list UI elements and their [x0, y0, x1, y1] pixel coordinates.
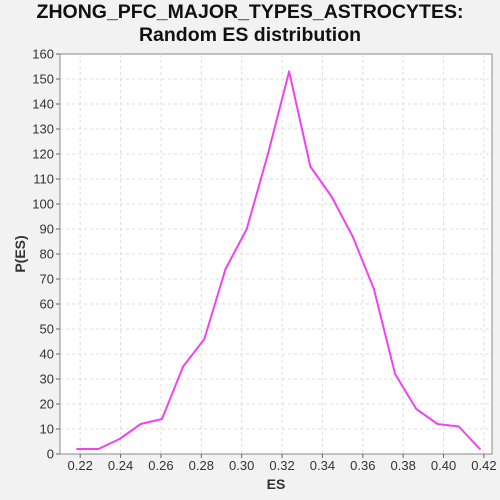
y-tick-label: 130 — [32, 122, 54, 137]
data-point — [139, 423, 142, 425]
data-point — [372, 288, 375, 290]
y-tick-label: 40 — [40, 347, 54, 362]
data-point — [76, 448, 79, 450]
x-axis-label: ES — [267, 476, 286, 492]
data-point — [182, 365, 185, 368]
data-point — [224, 268, 227, 270]
data-point — [266, 153, 269, 155]
y-tick-label: 0 — [47, 447, 54, 462]
x-tick-label: 0.24 — [108, 458, 133, 473]
grid-lines — [60, 54, 492, 454]
y-tick-label: 140 — [32, 97, 54, 112]
x-tick-label: 0.40 — [431, 458, 456, 473]
y-tick-label: 150 — [32, 72, 54, 87]
y-tick-label: 30 — [40, 372, 54, 387]
x-tick-label: 0.32 — [269, 458, 294, 473]
x-tick-label: 0.36 — [350, 458, 375, 473]
y-tick-label: 80 — [40, 247, 54, 262]
x-tick-label: 0.42 — [471, 458, 496, 473]
x-tick-label: 0.34 — [310, 458, 335, 473]
data-point — [160, 418, 163, 420]
x-tick-label: 0.38 — [391, 458, 416, 473]
chart-title-line-1: ZHONG_PFC_MAJOR_TYPES_ASTROCYTES: — [36, 1, 464, 23]
data-point — [97, 448, 100, 450]
y-tick-label: 100 — [32, 197, 54, 212]
chart-title-line-2: Random ES distribution — [138, 24, 362, 46]
x-tick-label: 0.28 — [189, 458, 214, 473]
x-tick-label: 0.22 — [68, 458, 93, 473]
data-point — [309, 165, 312, 168]
x-tick-label: 0.26 — [148, 458, 173, 473]
chart-title: ZHONG_PFC_MAJOR_TYPES_ASTROCYTES: Random… — [0, 1, 500, 47]
y-tick-label: 110 — [33, 172, 54, 187]
data-point — [478, 448, 481, 450]
y-tick-label: 60 — [40, 297, 54, 312]
y-tick-label: 50 — [40, 322, 54, 337]
y-tick-label: 10 — [40, 422, 54, 437]
series-group — [76, 70, 481, 450]
data-point — [457, 425, 460, 428]
data-point — [330, 195, 333, 198]
y-tick-label: 20 — [40, 397, 54, 412]
x-tick-label: 0.30 — [229, 458, 254, 473]
x-axis-ticks: 0.22 0.24 0.26 0.28 0.30 0.32 0.34 0.36 0.38 0.40… — [68, 454, 497, 473]
data-point — [245, 228, 248, 230]
data-point — [118, 438, 121, 440]
y-tick-label: 160 — [32, 47, 54, 62]
y-axis-label: P(ES) — [12, 235, 28, 272]
data-point — [351, 235, 354, 238]
y-tick-label: 70 — [40, 272, 54, 287]
y-tick-label: 120 — [32, 147, 54, 162]
y-axis-ticks: 0 10 20 30 40 50 60 70 80 90 100 110 120 130 140 150 160 — [32, 47, 60, 462]
data-point — [415, 408, 418, 410]
series-line — [77, 70, 481, 450]
data-point — [436, 423, 439, 425]
data-point — [394, 373, 397, 375]
data-point — [203, 338, 206, 340]
y-tick-label: 90 — [40, 222, 54, 237]
data-point — [288, 70, 291, 73]
